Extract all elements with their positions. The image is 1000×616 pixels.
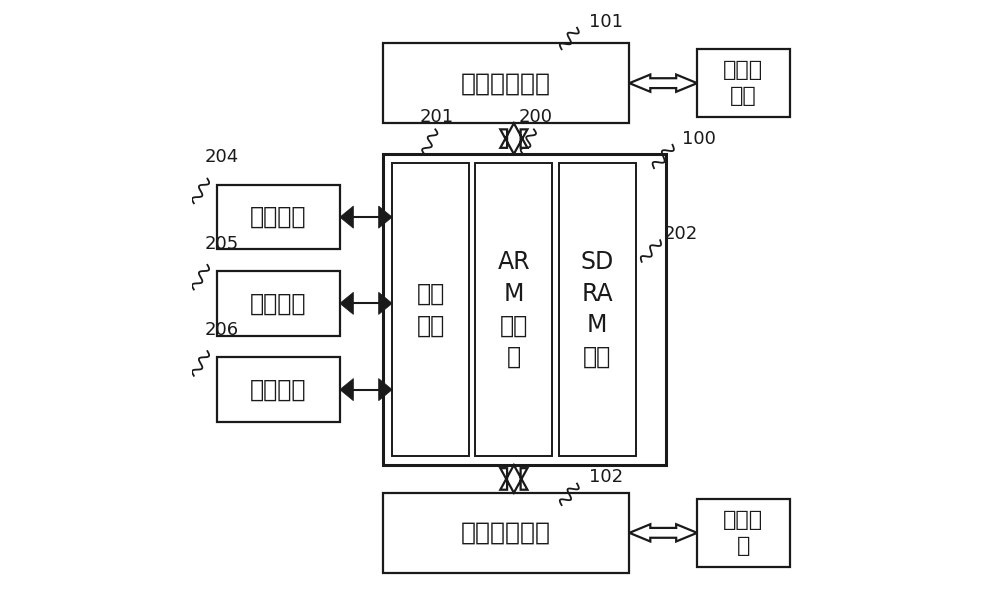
Text: 101: 101	[589, 12, 623, 31]
Polygon shape	[500, 465, 527, 493]
Bar	[559, 163, 636, 456]
Text: 205: 205	[204, 235, 239, 253]
Text: 网络通信网口: 网络通信网口	[461, 71, 551, 95]
Text: 200: 200	[518, 108, 552, 126]
Text: 206: 206	[204, 321, 238, 339]
Bar	[383, 43, 629, 123]
Text: 204: 204	[204, 148, 239, 166]
Text: 电源电路: 电源电路	[250, 205, 306, 229]
Bar	[217, 357, 340, 422]
Text: AR
M
核心
板: AR M 核心 板	[498, 250, 530, 369]
Text: 数据通信接口: 数据通信接口	[461, 521, 551, 545]
Text: 列车通
信网: 列车通 信网	[723, 60, 763, 107]
Text: 100: 100	[682, 129, 716, 148]
Polygon shape	[340, 293, 353, 314]
Polygon shape	[379, 206, 392, 229]
Polygon shape	[379, 293, 392, 314]
Text: 车载设
备: 车载设 备	[723, 509, 763, 556]
Polygon shape	[629, 524, 697, 541]
Bar	[383, 154, 666, 465]
Text: 202: 202	[663, 225, 697, 243]
Bar	[697, 499, 790, 567]
Polygon shape	[629, 75, 697, 92]
Polygon shape	[340, 378, 353, 401]
Text: 存储单元: 存储单元	[250, 378, 306, 402]
Polygon shape	[379, 378, 392, 401]
Bar	[392, 163, 469, 456]
Polygon shape	[500, 123, 527, 154]
Bar	[697, 49, 790, 117]
Polygon shape	[340, 206, 353, 229]
Text: 102: 102	[589, 468, 623, 487]
Bar	[383, 493, 629, 573]
Bar	[217, 271, 340, 336]
Text: 协处
理器: 协处 理器	[417, 282, 445, 338]
Bar	[217, 185, 340, 249]
Bar	[475, 163, 552, 456]
Text: 复位电路: 复位电路	[250, 291, 306, 315]
Text: 201: 201	[420, 108, 454, 126]
Text: SD
RA
M
内存: SD RA M 内存	[580, 250, 614, 369]
